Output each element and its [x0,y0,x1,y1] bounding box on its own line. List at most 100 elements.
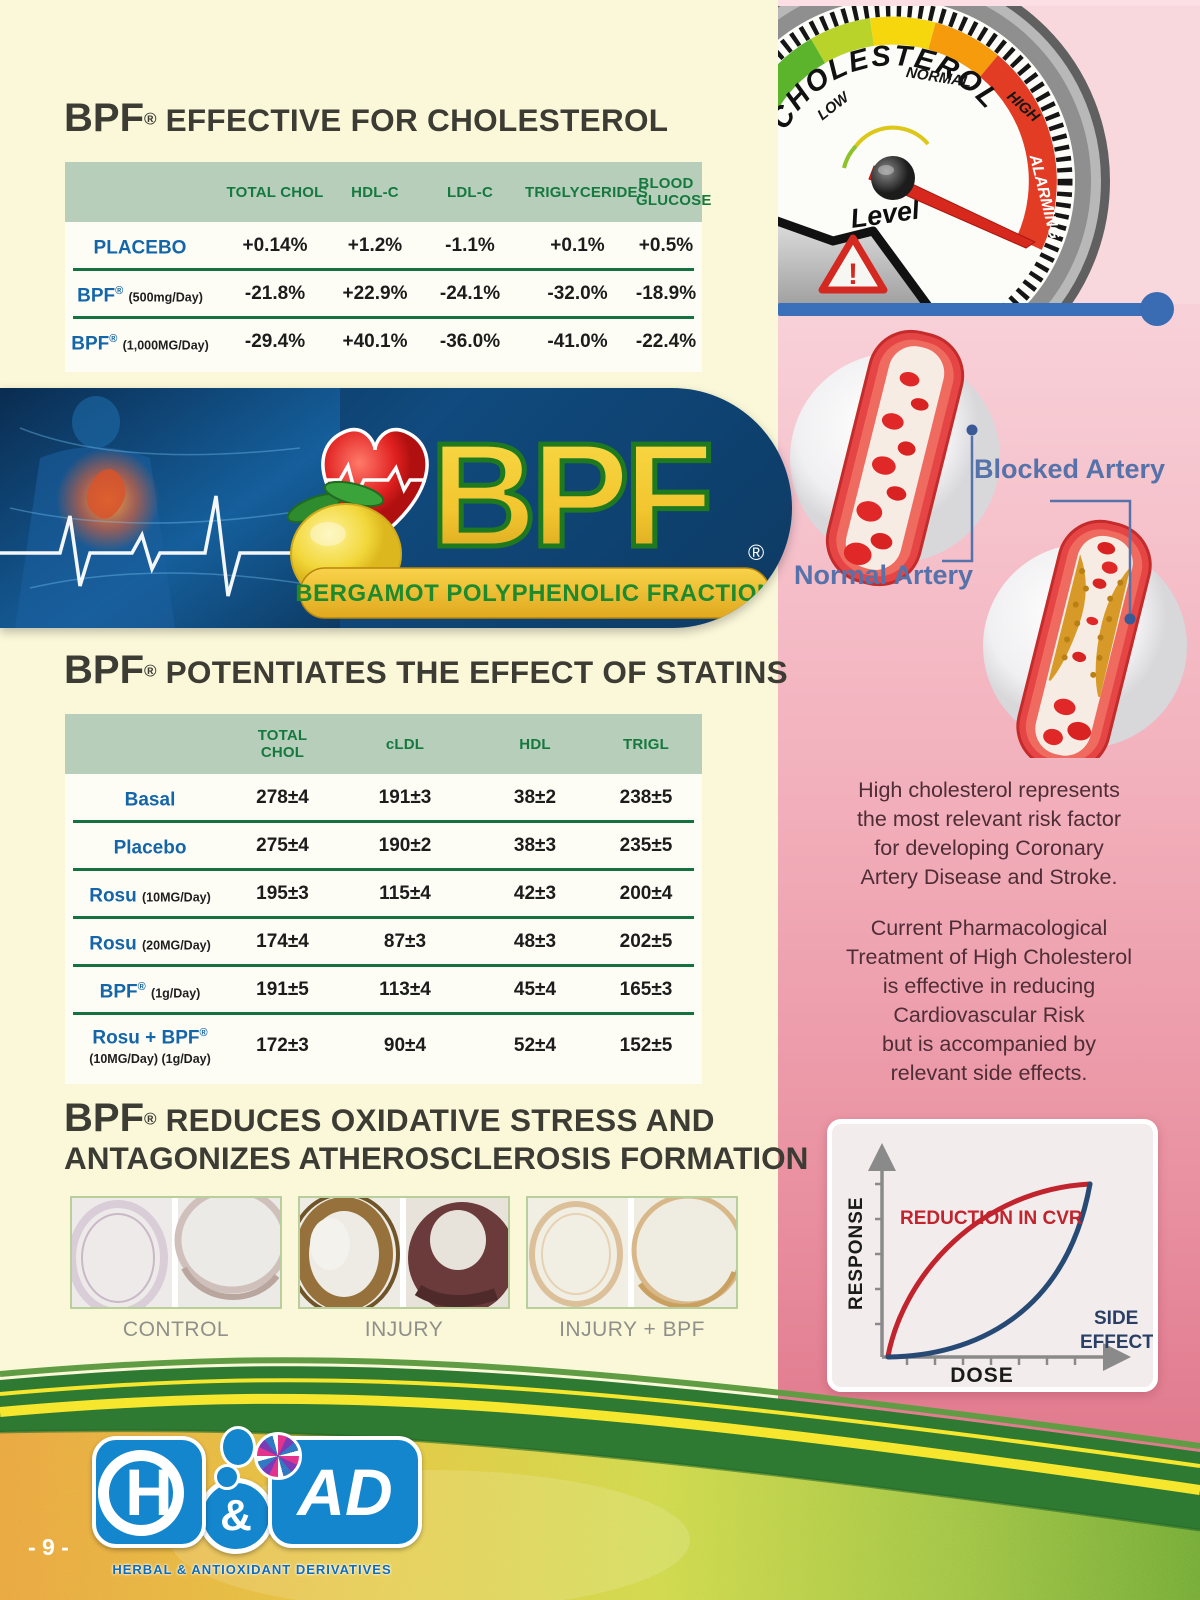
title-prefix: BPF [64,96,144,140]
risk-paragraph-line: Artery Disease and Stroke. [860,865,1118,889]
cell: 195±3 [256,883,309,904]
cell: 200±4 [619,883,673,904]
cell: 235±5 [619,835,673,856]
treatment-paragraph-line: but is accompanied by [882,1032,1096,1056]
cholesterol-table-header: TOTAL CHOL HDL-C LDL-C TRIGLYCERIDES BLO… [65,162,712,222]
table-row: BPF® (1,000MG/Day) -29.4% +40.1% -36.0% … [65,316,702,366]
treatment-paragraph-line: Current Pharmacological [870,916,1108,940]
gauge-underline-bar [778,303,1156,316]
table-row: Placebo 275±4 190±2 38±3 235±5 [65,820,702,870]
table-row: BPF® (500mg/Day) -21.8% +22.9% -24.1% -3… [65,268,702,318]
cell: 190±2 [378,835,432,856]
reduction-label: REDUCTION IN CVR [900,1208,1083,1229]
cell: 38±2 [513,787,557,808]
treatment-paragraph: Current Pharmacological Treatment of Hig… [788,914,1190,1088]
cell: 238±5 [619,787,673,808]
bpf-brand-banner: BPF ® BERGAMOT POLYPHENOLIC FRACTION [0,388,792,628]
histology-injury-image [298,1196,510,1309]
logo-ampersand: & [198,1478,274,1554]
cell: 172±3 [256,1035,309,1056]
table-row: Rosu (20MG/Day) 174±4 87±3 48±3 202±5 [65,916,702,966]
side-effects-label-line1: SIDE [1094,1308,1138,1329]
blocked-artery-label: Blocked Artery [974,454,1165,484]
cell: -41.0% [547,331,608,352]
column-header: cLDL [385,735,425,753]
column-header: TOTAL CHOL [226,183,324,201]
row-label: Rosu (10MG/Day) [89,885,211,907]
had-logo: H & AD HERBAL & ANTIOXIDANT DERIVATIVES [92,1426,422,1577]
reduction-curve [885,1181,1093,1359]
table-row: Rosu (10MG/Day) 195±3 115±4 42±3 200±4 [65,868,702,918]
cell: 191±5 [256,979,309,1000]
cell: 113±4 [379,979,431,1000]
column-header: HDL-C [351,183,399,201]
logo-h-block: H [92,1436,206,1548]
column-header: TRIGL [623,735,669,753]
swirl-icon [254,1432,302,1480]
column-header: LDL-C [447,183,493,201]
logo-subtitle: HERBAL & ANTIOXIDANT DERIVATIVES [112,1562,392,1577]
risk-paragraph: High cholesterol represents the most rel… [788,776,1190,892]
table-row: Basal 278±4 191±3 38±2 238±5 [65,774,702,822]
cell: -32.0% [547,283,608,304]
row-label: BPF® (500mg/Day) [77,284,203,307]
cell: 45±4 [513,979,557,1000]
cell: 275±4 [256,835,309,856]
y-axis-label: RESPONSE [846,1196,867,1310]
section-title-statins: BPF® POTENTIATES THE EFFECT OF STATINS [64,648,788,692]
row-label: Placebo [113,837,187,859]
cell: 278±4 [256,787,309,808]
column-header: BLOOD GLUCOSE [636,175,712,209]
registered-mark: ® [144,109,157,129]
cell: -18.9% [635,283,697,304]
logo-ad-letters: AD [268,1436,422,1548]
treatment-paragraph-line: is effective in reducing [882,974,1096,998]
table-row: PLACEBO +0.14% +1.2% -1.1% +0.1% +0.5% [65,222,702,270]
column-header: TOTAL CHOL [257,727,308,761]
cell: 115±4 [379,883,431,904]
cell: +0.5% [638,235,694,256]
cell: 52±4 [513,1035,557,1056]
row-label: BPF® (1,000MG/Day) [71,332,209,355]
cholesterol-table: TOTAL CHOL HDL-C LDL-C TRIGLYCERIDES BLO… [65,162,712,372]
histology-label-injury: INJURY [364,1318,444,1341]
petal-icon [220,1426,256,1468]
treatment-paragraph-line: relevant side effects. [890,1061,1088,1085]
ecg-line [0,495,340,597]
row-label: Basal [124,789,176,811]
table-row: Rosu + BPF® (10MG/Day) (1g/Day) 172±3 90… [65,1012,702,1078]
histology-injury-bpf-image [526,1196,738,1309]
column-header: TRIGLYCERIDES [525,183,648,201]
histology-control-image [70,1196,282,1309]
cell: 165±3 [619,979,673,1000]
histology-label-injury-bpf: INJURY + BPF [559,1318,705,1341]
cell: -22.4% [635,331,697,352]
cell: -1.1% [445,235,495,256]
gauge-underline-dot [1140,292,1174,326]
cell: +0.1% [550,235,605,256]
histology-label-control: CONTROL [122,1318,230,1341]
cell: 38±3 [513,835,557,856]
title-text: EFFECTIVE FOR CHOLESTEROL [156,102,669,138]
cell: 202±5 [619,931,673,952]
treatment-paragraph-line: Treatment of High Cholesterol [846,945,1132,969]
risk-paragraph-line: High cholesterol represents [858,778,1120,802]
registered-mark: ® [144,1109,157,1129]
dose-response-chart: REDUCTION IN CVR SIDE EFFECTS RESPONSE D… [827,1119,1167,1392]
risk-paragraph-line: for developing Coronary [874,836,1104,860]
section-title-cholesterol: BPF® EFFECTIVE FOR CHOLESTEROL [64,96,668,141]
row-label: BPF® (1g/Day) [99,980,201,1003]
cell: 191±3 [378,787,432,808]
x-axis-label: DOSE [950,1364,1014,1387]
page-number: - 9 - [28,1534,69,1560]
cell: -21.8% [244,283,306,304]
normal-artery-label: Normal Artery [794,560,973,590]
cell: 87±3 [383,931,427,952]
cell: 174±4 [256,931,309,952]
cell: +22.9% [342,283,408,304]
cholesterol-gauge-icon: CHOLESTEROL LOW NORMAL HIGH ALARMING Lev… [778,6,1200,304]
cell: +1.2% [347,235,403,256]
petal-icon [214,1464,240,1490]
cell: 48±3 [513,931,557,952]
bpf-registered-mark: ® [748,540,764,565]
